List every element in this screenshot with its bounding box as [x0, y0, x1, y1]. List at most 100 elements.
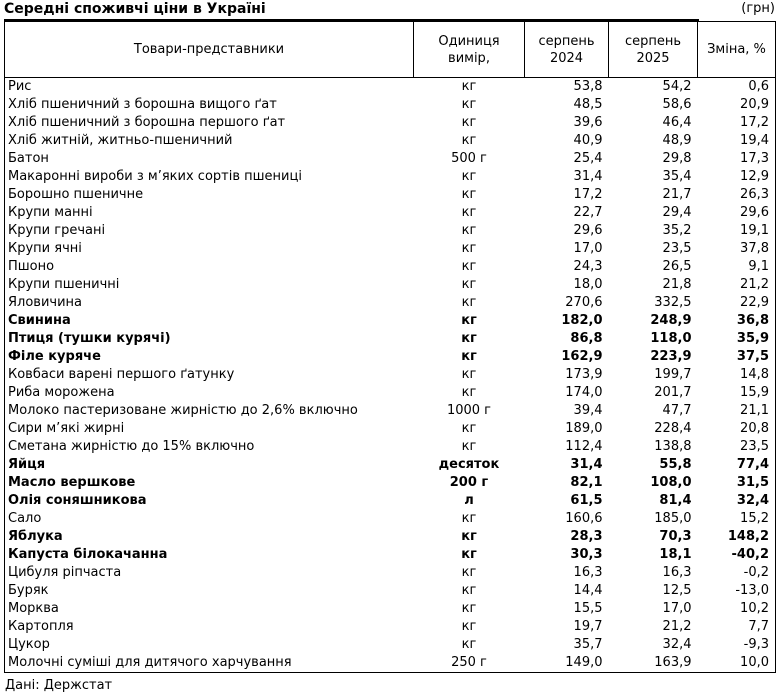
unit-cell: кг	[461, 223, 477, 238]
table-row: Крупи пшеничні кг 18,0 21,8 21,2	[5, 276, 776, 294]
product-name-cell: Буряк	[8, 583, 49, 598]
unit-cell: кг	[461, 331, 477, 346]
unit-cell: кг	[461, 187, 477, 202]
table-row: Молочні суміші для дитячого харчування 25…	[5, 654, 776, 673]
price-aug2025-cell: 32,4	[662, 637, 692, 652]
price-aug2025-cell: 163,9	[654, 655, 692, 670]
change-percent-cell: 35,9	[736, 331, 769, 346]
column-header-aug2024: серпень 2024	[524, 21, 609, 78]
price-aug2024-cell: 28,3	[570, 529, 603, 544]
table-row: Ковбаси варені першого ґатунку кг 173,9 199…	[5, 366, 776, 384]
change-percent-cell: 10,0	[740, 655, 769, 670]
table-row: Яблука кг 28,3 70,3 148,2	[5, 528, 776, 546]
price-aug2025-cell: 46,4	[662, 115, 692, 130]
product-name-cell: Сало	[8, 511, 42, 526]
product-name-cell: Яйця	[8, 457, 46, 472]
price-aug2025-cell: 16,3	[662, 565, 692, 580]
unit-cell: кг	[461, 169, 477, 184]
change-percent-cell: 32,4	[736, 493, 769, 508]
unit-cell: кг	[461, 313, 477, 328]
column-header-aug2025: серпень 2025	[608, 21, 698, 78]
product-name-cell: Крупи гречані	[8, 223, 106, 238]
price-aug2025-cell: 35,4	[662, 169, 692, 184]
table-body: Рис кг 53,8 54,2 0,6 Хліб пшеничний з борошна…	[5, 78, 776, 673]
product-name-cell: Макаронні вироби з м’яких сортів пшениці	[8, 169, 302, 184]
product-name-cell: Картопля	[8, 619, 74, 634]
price-aug2025-cell: 21,2	[662, 619, 692, 634]
product-name-cell: Хліб пшеничний з борошна вищого ґат	[8, 97, 277, 112]
price-aug2025-cell: 18,1	[659, 547, 692, 562]
change-percent-cell: -13,0	[735, 583, 769, 598]
price-aug2025-cell: 29,4	[662, 205, 692, 220]
price-aug2025-cell: 23,5	[662, 241, 692, 256]
price-aug2024-cell: 22,7	[573, 205, 603, 220]
price-aug2025-cell: 185,0	[654, 511, 692, 526]
change-percent-cell: 23,5	[740, 439, 769, 454]
unit-cell: 1000 г	[446, 403, 492, 418]
unit-cell: кг	[461, 205, 477, 220]
price-aug2025-cell: 55,8	[659, 457, 692, 472]
product-name-cell: Капуста білокачанна	[8, 547, 168, 562]
price-aug2024-cell: 17,2	[573, 187, 603, 202]
price-aug2025-cell: 54,2	[662, 79, 692, 94]
table-row: Крупи ячні кг 17,0 23,5 37,8	[5, 240, 776, 258]
unit-cell: кг	[461, 421, 477, 436]
price-aug2024-cell: 53,8	[573, 79, 603, 94]
price-aug2024-cell: 25,4	[573, 151, 603, 166]
price-aug2025-cell: 248,9	[650, 313, 692, 328]
table-row: Батон 500 г 25,4 29,8 17,3	[5, 150, 776, 168]
product-name-cell: Риба морожена	[8, 385, 115, 400]
table-row: Філе куряче кг 162,9 223,9 37,5	[5, 348, 776, 366]
table-row: Яйця десяток 31,4 55,8 77,4	[5, 456, 776, 474]
unit-cell: кг	[461, 79, 477, 94]
table-row: Хліб житній, житньо-пшеничний кг 40,9 48,9 1…	[5, 132, 776, 150]
product-name-cell: Рис	[8, 79, 32, 94]
price-aug2024-cell: 16,3	[573, 565, 603, 580]
product-name-cell: Сметана жирністю до 15% включно	[8, 439, 255, 454]
price-aug2024-cell: 29,6	[573, 223, 603, 238]
price-aug2024-cell: 31,4	[573, 169, 603, 184]
unit-cell: кг	[461, 511, 477, 526]
price-aug2025-cell: 21,8	[662, 277, 692, 292]
product-name-cell: Філе куряче	[8, 349, 101, 364]
price-aug2024-cell: 15,5	[573, 601, 603, 616]
price-aug2024-cell: 18,0	[573, 277, 603, 292]
product-name-cell: Масло вершкове	[8, 475, 136, 490]
change-percent-cell: 20,8	[740, 421, 769, 436]
unit-cell: десяток	[438, 457, 500, 472]
table-row: Сало кг 160,6 185,0 15,2	[5, 510, 776, 528]
table-row: Картопля кг 19,7 21,2 7,7	[5, 618, 776, 636]
table-row: Масло вершкове 200 г 82,1 108,0 31,5	[5, 474, 776, 492]
page-title: Середні споживчі ціни в Україні	[4, 1, 266, 17]
unit-cell: л	[464, 493, 474, 508]
unit-cell: кг	[461, 619, 477, 634]
price-aug2025-cell: 21,7	[662, 187, 692, 202]
change-percent-cell: -0,2	[743, 565, 769, 580]
unit-cell: кг	[461, 349, 477, 364]
change-percent-cell: -9,3	[743, 637, 769, 652]
price-aug2024-cell: 48,5	[573, 97, 603, 112]
title-bar: Середні споживчі ціни в Україні (грн)	[4, 1, 775, 21]
change-percent-cell: 36,8	[736, 313, 769, 328]
unit-cell: кг	[461, 367, 477, 382]
table-row: Риба морожена кг 174,0 201,7 15,9	[5, 384, 776, 402]
change-percent-cell: 29,6	[740, 205, 769, 220]
unit-cell: кг	[461, 277, 477, 292]
title-underline: Середні споживчі ціни в Україні	[4, 1, 699, 21]
change-percent-cell: 77,4	[736, 457, 769, 472]
change-percent-cell: 7,7	[748, 619, 769, 634]
table-row: Борошно пшеничне кг 17,2 21,7 26,3	[5, 186, 776, 204]
price-aug2024-cell: 173,9	[565, 367, 603, 382]
price-aug2025-cell: 108,0	[650, 475, 692, 490]
change-percent-cell: 9,1	[748, 259, 769, 274]
price-aug2025-cell: 118,0	[650, 331, 692, 346]
unit-cell: кг	[461, 547, 477, 562]
price-aug2024-cell: 35,7	[573, 637, 603, 652]
change-percent-cell: 37,5	[736, 349, 769, 364]
change-percent-cell: 22,9	[740, 295, 769, 310]
change-percent-cell: 26,3	[740, 187, 769, 202]
product-name-cell: Олія соняшникова	[8, 493, 147, 508]
column-header-change: Зміна, %	[697, 21, 776, 78]
table-row: Рис кг 53,8 54,2 0,6	[5, 78, 776, 97]
price-aug2025-cell: 332,5	[654, 295, 692, 310]
